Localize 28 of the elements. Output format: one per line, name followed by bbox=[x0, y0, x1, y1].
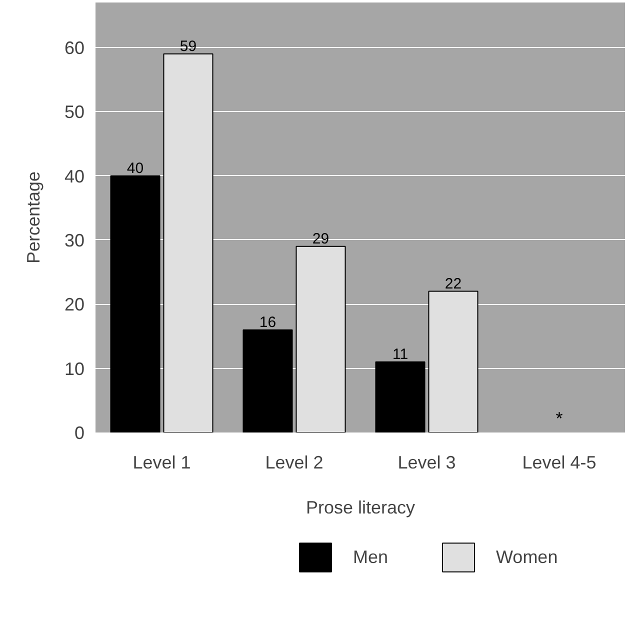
data-label: 59 bbox=[180, 38, 197, 55]
y-tick-label: 50 bbox=[64, 102, 85, 122]
bar bbox=[242, 329, 293, 432]
y-tick-label: 10 bbox=[64, 358, 85, 379]
annotation: * bbox=[556, 408, 563, 428]
y-axis-title: Percentage bbox=[23, 171, 44, 264]
bar bbox=[163, 53, 214, 432]
x-tick-label: Level 1 bbox=[132, 452, 191, 472]
bar bbox=[428, 290, 478, 432]
x-tick-label: Level 2 bbox=[265, 452, 324, 472]
data-label: 22 bbox=[444, 275, 462, 292]
x-axis-title: Prose literacy bbox=[306, 498, 416, 518]
bar bbox=[110, 175, 160, 432]
y-tick-label: 60 bbox=[64, 38, 85, 58]
y-tick-label: 20 bbox=[64, 294, 85, 315]
data-label: 16 bbox=[259, 314, 276, 331]
x-tick-label: Level 3 bbox=[398, 452, 456, 472]
legend-label: Women bbox=[496, 546, 558, 568]
y-tick-label: 0 bbox=[74, 423, 85, 443]
y-tick-label: 40 bbox=[64, 166, 85, 186]
data-label: 11 bbox=[392, 346, 408, 363]
data-label: 29 bbox=[312, 230, 330, 248]
bar bbox=[296, 246, 346, 432]
x-tick-label: Level 4-5 bbox=[522, 452, 596, 472]
legend-label: Men bbox=[353, 546, 388, 568]
y-tick-label: 30 bbox=[64, 230, 85, 250]
bar bbox=[375, 361, 426, 432]
data-label: 40 bbox=[126, 160, 144, 177]
